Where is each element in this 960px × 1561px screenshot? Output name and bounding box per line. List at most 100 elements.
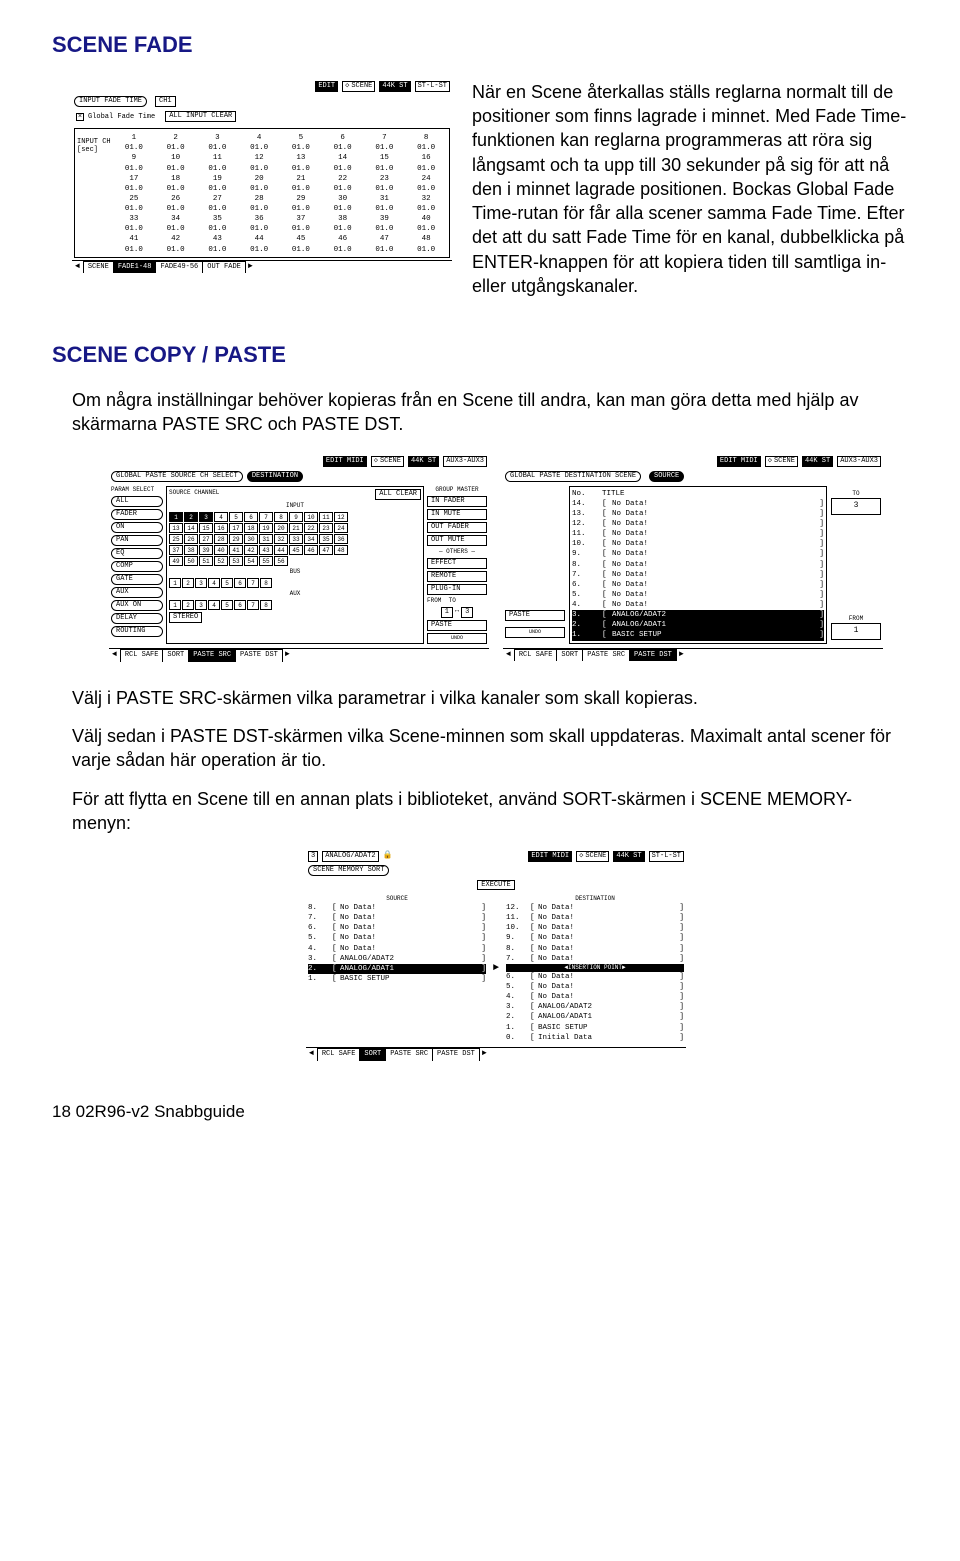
fade-time-value[interactable]: 01.0 [197, 224, 239, 234]
param-gate[interactable]: GATE [111, 574, 163, 585]
sort-source-row[interactable]: 3.[ANALOG/ADAT2] [308, 954, 486, 964]
fade-time-value[interactable]: 01.0 [155, 204, 197, 214]
input-ch-18[interactable]: 18 [244, 523, 258, 533]
stereo-button[interactable]: STEREO [169, 612, 202, 623]
input-ch-31[interactable]: 31 [259, 534, 273, 544]
fade-time-value[interactable]: 01.0 [322, 245, 364, 255]
input-ch-26[interactable]: 26 [184, 534, 198, 544]
tab-left-arrow[interactable]: ◄ [503, 649, 514, 662]
scene-list-row[interactable]: 10.[No Data!] [572, 539, 824, 549]
tab-paste-dst[interactable]: PASTE DST [432, 1048, 480, 1061]
scene-list-row[interactable]: 9.[No Data!] [572, 549, 824, 559]
fade-time-value[interactable]: 01.0 [322, 204, 364, 214]
global-fade-time-checkbox[interactable]: Global Fade Time [74, 111, 157, 124]
tab-sort[interactable]: SORT [359, 1048, 386, 1061]
input-ch-35[interactable]: 35 [319, 534, 333, 544]
fade-time-value[interactable]: 01.0 [322, 184, 364, 194]
fade-time-value[interactable]: 01.0 [238, 143, 280, 153]
input-ch-45[interactable]: 45 [289, 545, 303, 555]
execute-button[interactable]: EXECUTE [477, 880, 514, 890]
tab-rcl-safe[interactable]: RCL SAFE [514, 649, 558, 662]
input-ch-19[interactable]: 19 [259, 523, 273, 533]
fade-time-value[interactable]: 01.0 [280, 143, 322, 153]
aux-2[interactable]: 2 [182, 600, 194, 610]
bus-5[interactable]: 5 [221, 578, 233, 588]
input-ch-23[interactable]: 23 [319, 523, 333, 533]
sort-dest-row[interactable]: 4.[No Data!] [506, 992, 684, 1002]
tab-left-arrow[interactable]: ◄ [109, 649, 120, 662]
fade-time-value[interactable]: 01.0 [197, 184, 239, 194]
scene-list-row[interactable]: 1.[BASIC SETUP] [572, 630, 824, 640]
input-ch-43[interactable]: 43 [259, 545, 273, 555]
bus-6[interactable]: 6 [234, 578, 246, 588]
aux-8[interactable]: 8 [260, 600, 272, 610]
bus-3[interactable]: 3 [195, 578, 207, 588]
fade-time-value[interactable]: 01.0 [364, 164, 406, 174]
fade-time-value[interactable]: 01.0 [238, 184, 280, 194]
fade-time-value[interactable]: 01.0 [405, 224, 447, 234]
bus-4[interactable]: 4 [208, 578, 220, 588]
input-ch-47[interactable]: 47 [319, 545, 333, 555]
sort-dest-row[interactable]: 12.[No Data!] [506, 903, 684, 913]
input-ch-1[interactable]: 1 [169, 512, 183, 522]
fade-time-value[interactable]: 01.0 [280, 184, 322, 194]
input-ch-8[interactable]: 8 [274, 512, 288, 522]
tab-fade49-56[interactable]: FADE49-56 [155, 261, 203, 274]
fade-time-value[interactable]: 01.0 [197, 164, 239, 174]
scene-list-row[interactable]: 4.[No Data!] [572, 600, 824, 610]
sort-dest-row[interactable]: 9.[No Data!] [506, 933, 684, 943]
other-plug-in[interactable]: PLUG-IN [427, 584, 487, 595]
group-in-mute[interactable]: IN MUTE [427, 509, 487, 520]
input-ch-28[interactable]: 28 [214, 534, 228, 544]
input-ch-55[interactable]: 55 [259, 556, 273, 566]
fade-time-value[interactable]: 01.0 [113, 184, 155, 194]
fade-time-value[interactable]: 01.0 [280, 224, 322, 234]
fade-time-value[interactable]: 01.0 [322, 224, 364, 234]
fade-time-value[interactable]: 01.0 [405, 164, 447, 174]
fade-time-value[interactable]: 01.0 [197, 143, 239, 153]
from-value[interactable]: 1 [831, 623, 881, 640]
param-routing[interactable]: ROUTING [111, 626, 163, 637]
tab-paste-dst[interactable]: PASTE DST [235, 649, 283, 662]
input-ch-17[interactable]: 17 [229, 523, 243, 533]
input-ch-54[interactable]: 54 [244, 556, 258, 566]
tab-scene[interactable]: SCENE [83, 261, 114, 274]
sort-destination-list[interactable]: 12.[No Data!]11.[No Data!]10.[No Data!]9… [506, 903, 684, 1043]
fade-time-value[interactable]: 01.0 [364, 143, 406, 153]
fade-time-value[interactable]: 01.0 [155, 224, 197, 234]
fade-time-value[interactable]: 01.0 [405, 143, 447, 153]
input-ch-11[interactable]: 11 [319, 512, 333, 522]
sort-dest-row[interactable]: 10.[No Data!] [506, 923, 684, 933]
fade-time-value[interactable]: 01.0 [197, 245, 239, 255]
param-comp[interactable]: COMP [111, 561, 163, 572]
scene-list-row[interactable]: 13.[No Data!] [572, 509, 824, 519]
input-ch-24[interactable]: 24 [334, 523, 348, 533]
tab-paste-dst[interactable]: PASTE DST [629, 649, 677, 662]
fade-time-value[interactable]: 01.0 [113, 224, 155, 234]
input-ch-15[interactable]: 15 [199, 523, 213, 533]
tab-paste-src[interactable]: PASTE SRC [582, 649, 630, 662]
fade-time-value[interactable]: 01.0 [280, 245, 322, 255]
input-ch-29[interactable]: 29 [229, 534, 243, 544]
sort-dest-row[interactable]: 6.[No Data!] [506, 972, 684, 982]
aux-6[interactable]: 6 [234, 600, 246, 610]
input-ch-32[interactable]: 32 [274, 534, 288, 544]
fade-time-value[interactable]: 01.0 [322, 143, 364, 153]
scene-list-row[interactable]: 7.[No Data!] [572, 570, 824, 580]
tab-left-arrow[interactable]: ◄ [72, 261, 83, 274]
param-delay[interactable]: DELAY [111, 613, 163, 624]
all-clear-button[interactable]: ALL CLEAR [375, 489, 421, 500]
to-value[interactable]: 3 [461, 607, 473, 618]
fade-time-value[interactable]: 01.0 [238, 224, 280, 234]
tab-right-arrow[interactable]: ► [479, 1048, 490, 1061]
scene-list-row[interactable]: 2.[ANALOG/ADAT1] [572, 620, 824, 630]
sort-dest-row[interactable]: 3.[ANALOG/ADAT2] [506, 1002, 684, 1012]
input-ch-14[interactable]: 14 [184, 523, 198, 533]
tab-right-arrow[interactable]: ► [245, 261, 256, 274]
sort-source-list[interactable]: 8.[No Data!]7.[No Data!]6.[No Data!]5.[N… [308, 903, 486, 984]
input-ch-10[interactable]: 10 [304, 512, 318, 522]
fade-time-value[interactable]: 01.0 [197, 204, 239, 214]
fade-time-value[interactable]: 01.0 [280, 204, 322, 214]
scene-list-row[interactable]: 3.[ANALOG/ADAT2] [572, 610, 824, 620]
input-ch-9[interactable]: 9 [289, 512, 303, 522]
